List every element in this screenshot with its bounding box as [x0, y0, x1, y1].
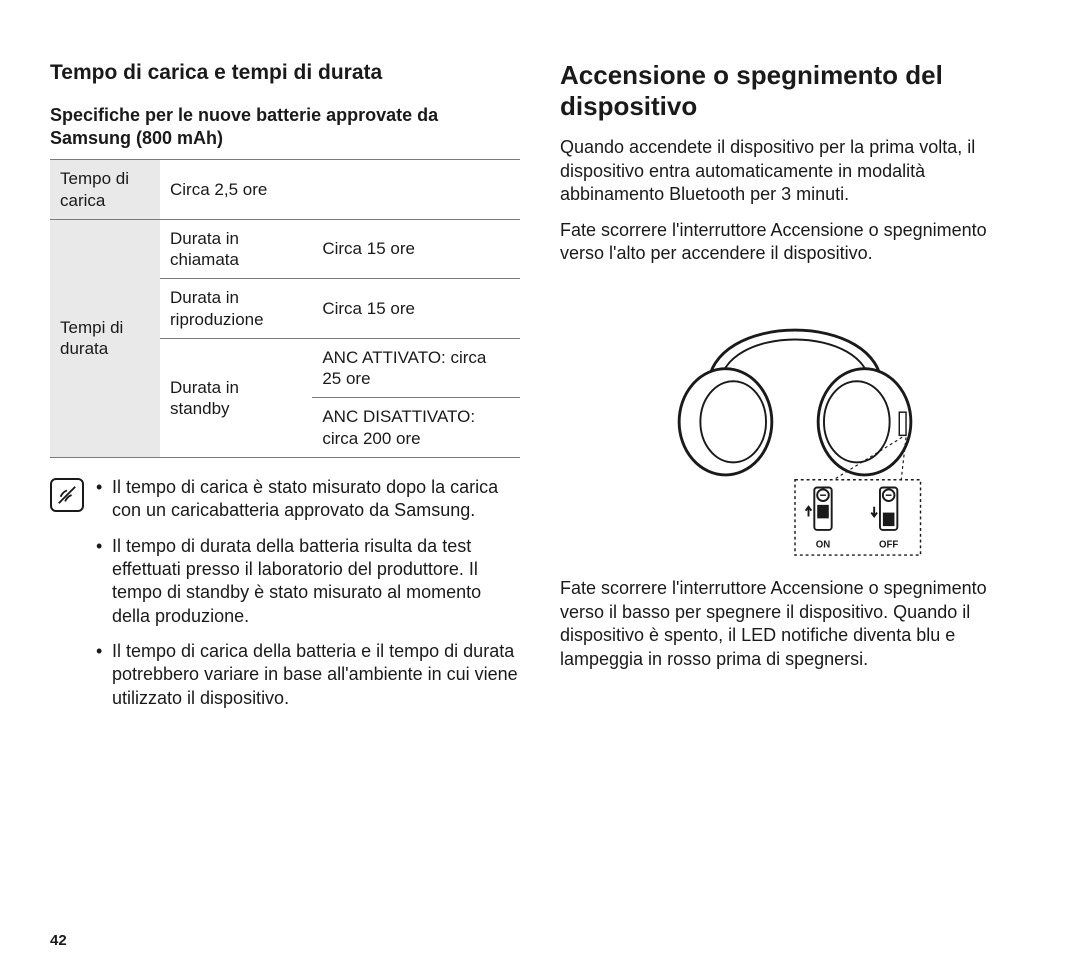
standby-anc-on: ANC ATTIVATO: circa 25 ore	[312, 338, 520, 398]
notes-list: Il tempo di carica è stato misurato dopo…	[96, 476, 520, 723]
power-p2: Fate scorrere l'interruttore Accensione …	[560, 219, 1030, 266]
headphones-illustration: ON OFF	[560, 277, 1030, 557]
note-item: Il tempo di carica della batteria e il t…	[96, 640, 520, 710]
note-icon	[50, 478, 84, 512]
note-item: Il tempo di durata della batteria risult…	[96, 535, 520, 629]
note-item: Il tempo di carica è stato misurato dopo…	[96, 476, 520, 523]
page-number: 42	[50, 932, 67, 949]
standby-anc-off: ANC DISATTIVATO: circa 200 ore	[312, 398, 520, 458]
charging-heading: Tempo di carica e tempi di durata	[50, 60, 520, 86]
power-p3: Fate scorrere l'interruttore Accensione …	[560, 577, 1030, 671]
switch-off-label: OFF	[879, 540, 898, 551]
play-duration-value: Circa 15 ore	[312, 279, 520, 339]
charge-time-value: Circa 2,5 ore	[160, 160, 520, 220]
charge-time-label: Tempo di carica	[50, 160, 160, 220]
spec-table: Tempo di carica Circa 2,5 ore Tempi di d…	[50, 159, 520, 458]
spec-subheading: Specifiche per le nuove batterie approva…	[50, 104, 520, 149]
left-column: Tempo di carica e tempi di durata Specif…	[50, 60, 520, 722]
standby-duration-label: Durata in standby	[160, 338, 312, 457]
call-duration-label: Durata in chiamata	[160, 219, 312, 279]
table-row: Tempi di durata Durata in chiamata Circa…	[50, 219, 520, 279]
power-p1: Quando accendete il dispositivo per la p…	[560, 136, 1030, 206]
power-heading: Accensione o spegnimento del dispositivo	[560, 60, 1030, 122]
page-content: Tempo di carica e tempi di durata Specif…	[50, 60, 1030, 722]
table-row: Tempo di carica Circa 2,5 ore	[50, 160, 520, 220]
play-duration-label: Durata in riproduzione	[160, 279, 312, 339]
right-column: Accensione o spegnimento del dispositivo…	[560, 60, 1030, 722]
duration-label: Tempi di durata	[50, 219, 160, 457]
notes-block: Il tempo di carica è stato misurato dopo…	[50, 476, 520, 723]
call-duration-value: Circa 15 ore	[312, 219, 520, 279]
switch-on-label: ON	[816, 540, 830, 551]
